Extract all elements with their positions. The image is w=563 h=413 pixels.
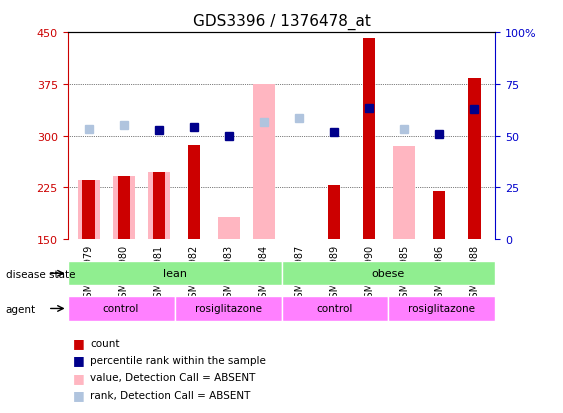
Bar (363, 39, 376, 240)
Text: ■: ■ (73, 354, 85, 367)
Text: disease state: disease state (6, 270, 75, 280)
Bar (393, 147, 415, 240)
FancyBboxPatch shape (68, 297, 175, 321)
Bar (187, 145, 200, 240)
Text: value, Detection Call = ABSENT: value, Detection Call = ABSENT (90, 373, 256, 382)
FancyBboxPatch shape (388, 297, 495, 321)
Text: percentile rank within the sample: percentile rank within the sample (90, 355, 266, 365)
Text: rosiglitazone: rosiglitazone (408, 304, 476, 314)
Text: rank, Detection Call = ABSENT: rank, Detection Call = ABSENT (90, 390, 251, 400)
Bar (148, 172, 170, 240)
Bar (218, 218, 240, 240)
FancyBboxPatch shape (68, 261, 282, 286)
Text: ■: ■ (73, 336, 85, 349)
Bar (468, 79, 481, 240)
Bar (253, 85, 275, 240)
Text: control: control (103, 304, 139, 314)
Text: obese: obese (372, 268, 405, 279)
Text: lean: lean (163, 268, 186, 279)
FancyBboxPatch shape (282, 297, 388, 321)
FancyBboxPatch shape (282, 261, 495, 286)
Bar (78, 181, 100, 240)
Text: ■: ■ (73, 371, 85, 384)
Bar (113, 176, 135, 240)
Bar (433, 191, 445, 240)
Bar (328, 186, 340, 240)
Text: rosiglitazone: rosiglitazone (194, 304, 262, 314)
Text: ■: ■ (73, 388, 85, 401)
Text: count: count (90, 338, 119, 348)
Text: agent: agent (6, 304, 36, 314)
Bar (82, 181, 95, 240)
Text: control: control (317, 304, 353, 314)
Bar (118, 176, 130, 240)
Title: GDS3396 / 1376478_at: GDS3396 / 1376478_at (193, 14, 370, 30)
FancyBboxPatch shape (175, 297, 282, 321)
Bar (153, 172, 165, 240)
